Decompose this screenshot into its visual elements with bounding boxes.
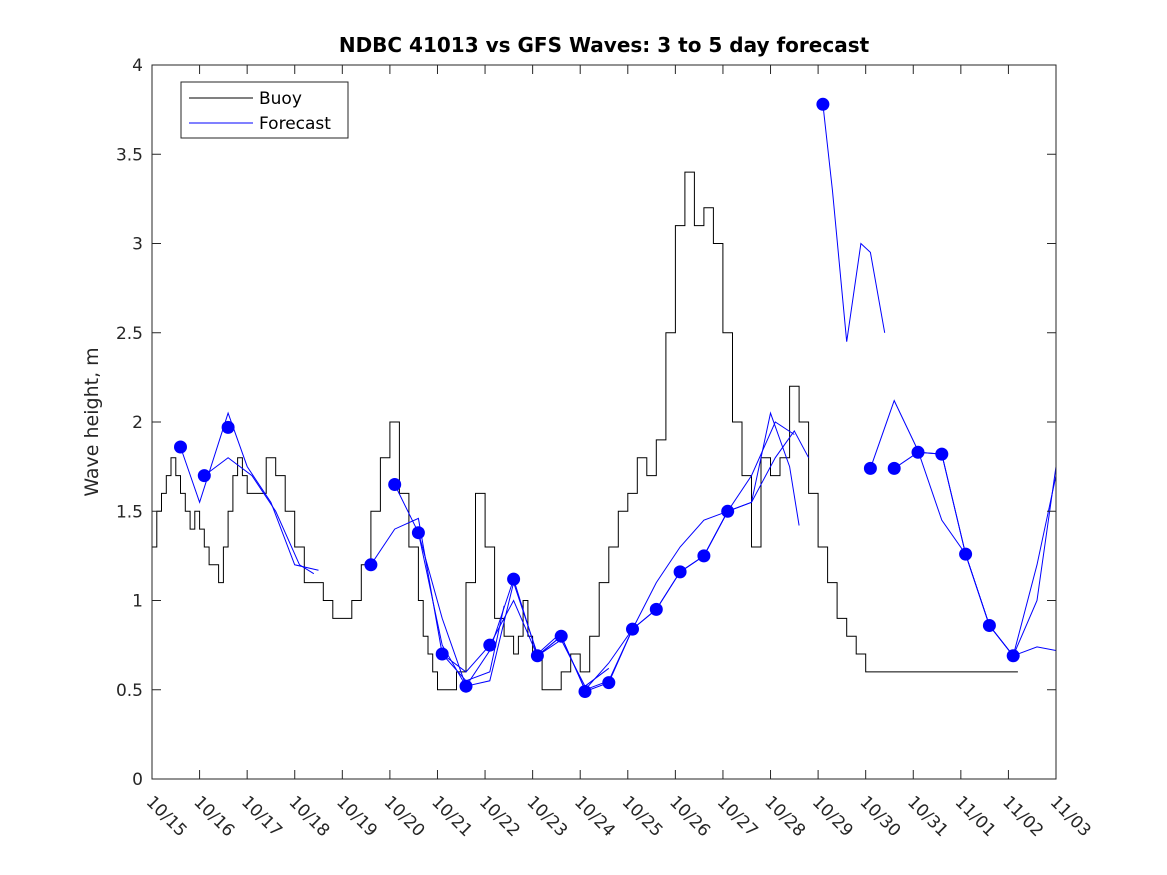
forecast-point (697, 549, 711, 563)
legend-box (180, 81, 349, 139)
y-tick-label: 1 (132, 592, 143, 612)
x-tick-label: 10/15 (142, 792, 191, 841)
forecast-points-layer (174, 97, 1020, 698)
x-tick-label: 10/31 (903, 792, 952, 841)
y-tick-label: 3.5 (116, 145, 143, 165)
x-tick-label: 10/28 (760, 792, 809, 841)
legend: Buoy Forecast (180, 81, 349, 139)
forecast-point (982, 619, 996, 632)
forecast-point (221, 420, 235, 434)
forecast-point (411, 526, 425, 540)
forecast-line (180, 411, 319, 571)
forecast-point (673, 565, 687, 579)
forecast-point (887, 461, 901, 475)
forecast-point (626, 622, 639, 636)
forecast-point (649, 602, 663, 616)
x-tick-label: 10/24 (570, 792, 619, 841)
x-tick-label: 11/03 (1046, 792, 1095, 841)
x-tick-label: 10/23 (523, 792, 572, 841)
forecast-point (602, 676, 616, 690)
forecast-point (935, 447, 949, 461)
forecast-point (483, 638, 497, 652)
forecast-point (197, 469, 211, 483)
x-tick-label: 10/25 (618, 792, 667, 841)
forecast-line (203, 457, 315, 575)
x-tick-label: 10/27 (713, 792, 762, 841)
x-tick-label: 11/02 (998, 792, 1047, 841)
x-tick-label: 10/18 (285, 792, 334, 841)
forecast-point (911, 445, 925, 459)
legend-buoy-label: Buoy (259, 89, 302, 109)
forecast-point (530, 649, 544, 663)
forecast-point (863, 461, 877, 475)
forecast-point (959, 547, 973, 561)
forecast-point (364, 558, 378, 572)
y-tick-label: 1.5 (116, 502, 143, 522)
y-tick-label: 4 (132, 56, 143, 76)
x-tick-label: 10/20 (380, 792, 429, 841)
y-tick-label: 3 (132, 235, 143, 255)
forecast-point (721, 504, 735, 518)
x-tick-label: 10/16 (189, 792, 238, 841)
forecast-point (507, 572, 521, 586)
forecast-point (1006, 649, 1020, 663)
forecast-line (584, 411, 800, 692)
plot-area (152, 65, 1056, 779)
forecast-point (816, 97, 830, 111)
legend-forecast-label: Forecast (259, 114, 331, 134)
y-tick-label: 0.5 (116, 681, 143, 701)
forecast-line (703, 421, 795, 557)
x-tick-label: 10/26 (665, 792, 714, 841)
x-tick-label: 11/01 (951, 792, 1000, 841)
x-tick-label: 10/22 (475, 792, 524, 841)
buoy-layer (152, 171, 1018, 691)
forecast-point (459, 679, 473, 693)
forecast-point (435, 647, 449, 661)
x-tick-label: 10/17 (237, 792, 286, 841)
y-tick-label: 2 (132, 413, 143, 433)
x-tick-label: 10/21 (427, 792, 476, 841)
buoy-line (152, 171, 1018, 691)
forecast-point (554, 629, 568, 643)
forecast-point (174, 440, 187, 454)
x-tick-label: 10/29 (808, 792, 857, 841)
x-tick-label: 10/30 (856, 792, 905, 841)
forecast-line (822, 104, 886, 342)
chart-title: NDBC 41013 vs GFS Waves: 3 to 5 day fore… (339, 33, 870, 57)
forecast-point (578, 685, 592, 698)
x-tick-label: 10/19 (332, 792, 381, 841)
y-axis-label: Wave height, m (81, 347, 103, 496)
y-tick-label: 0 (132, 770, 143, 790)
forecast-point (388, 478, 402, 491)
y-tick-label: 2.5 (116, 324, 143, 344)
